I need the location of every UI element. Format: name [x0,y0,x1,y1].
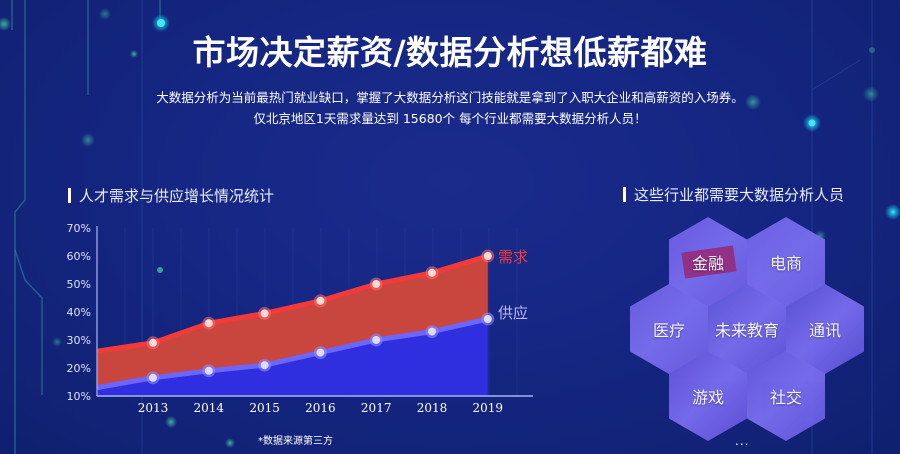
industry-hex-gaming[interactable]: 游戏 [669,351,747,441]
x-tick-label: 2013 [138,401,169,415]
x-tick-label: 2018 [417,401,448,415]
demand-point [428,268,436,277]
y-tick-label: 30% [67,334,91,347]
y-tick-label: 20% [67,362,91,375]
chart-section-title: 人才需求与供应增长情况统计 [68,185,274,206]
subtitle-line-2: 仅北京地区1天需求量达到 15680个 每个行业都需要大数据分析人员！ [253,111,647,126]
supply-point [149,373,157,382]
industry-label: 游戏 [691,388,724,407]
demand-point [149,338,157,347]
demand-point [483,252,492,260]
supply-point [372,336,381,344]
industry-title-text: 这些行业都需要大数据分析人员 [634,186,845,204]
title-accent-bar [623,187,626,202]
y-tick-label: 50% [67,278,91,291]
y-tick-label: 60% [67,250,91,263]
subtitle: 大数据分析为当前最热门就业缺口，掌握了大数据分析这门技能就是拿到了入职大企业和高… [0,87,900,129]
industry-label: 未来教育 [714,321,779,340]
y-tick-label: 10% [67,390,91,403]
subtitle-line-1: 大数据分析为当前最热门就业缺口，掌握了大数据分析这门技能就是拿到了入职大企业和高… [156,90,744,105]
legend-supply-label: 供应 [498,304,528,322]
industry-label: 金融 [691,254,724,273]
demand-point [372,280,381,288]
supply-line [96,316,489,391]
more-industries-ellipsis: ... [735,434,750,448]
demand-line [96,253,489,354]
data-source-footnote: *数据来源第三方 [258,436,333,447]
industry-hex-medical[interactable]: 医疗 [630,284,708,374]
industry-label: 电商 [769,254,802,273]
industry-label: 医疗 [652,321,685,340]
supply-point [260,361,269,370]
supply-point [483,315,492,323]
legend-demand-label: 需求 [498,248,528,266]
x-tick-label: 2015 [249,401,280,415]
x-tick-label: 2016 [305,401,336,415]
page-title: 市场决定薪资/数据分析想低薪都难 [192,33,708,72]
demand-point [260,309,269,318]
y-tick-label: 40% [67,306,91,319]
supply-point [316,348,325,357]
title-accent-bar [68,188,71,203]
chart-title-text: 人才需求与供应增长情况统计 [79,187,275,205]
x-tick-label: 2017 [361,401,392,415]
industry-hex-social[interactable]: 社交 [747,351,825,441]
supply-point [204,366,213,375]
demand-area [97,256,488,388]
industry-label: 通讯 [808,321,841,340]
y-tick-label: 70% [67,222,91,235]
supply-point [428,327,436,336]
x-tick-label: 2014 [194,401,225,415]
x-tick-label: 2019 [473,401,504,415]
demand-point [316,296,325,305]
industry-label: 社交 [769,388,802,407]
industry-section-title: 这些行业都需要大数据分析人员 [623,184,844,205]
demand-point [204,319,213,328]
